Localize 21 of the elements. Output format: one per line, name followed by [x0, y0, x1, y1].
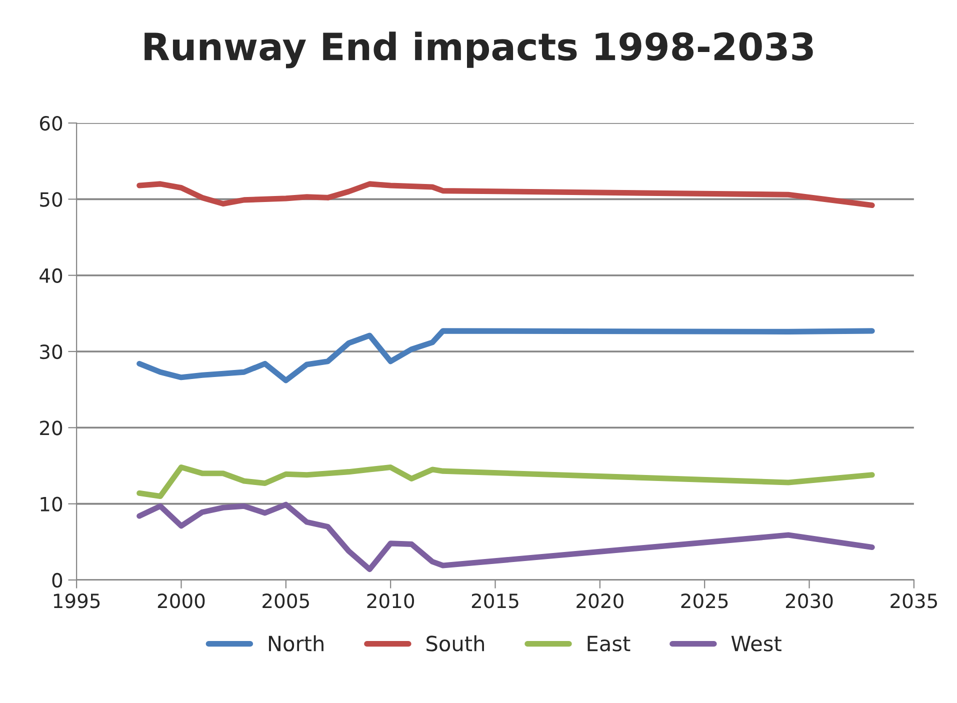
y-tick-label: 40 [40, 268, 62, 284]
y-tick-label: 50 [40, 192, 62, 207]
legend-label: North [268, 635, 324, 652]
legend-label: South [426, 635, 484, 652]
y-tick-label: 0 [52, 572, 62, 588]
x-tick-label: 2010 [367, 594, 414, 608]
legend-label: East [588, 636, 630, 652]
x-tick-label: 2000 [158, 594, 205, 608]
legend-label: West [731, 636, 782, 652]
x-tick-label: 1995 [54, 594, 100, 608]
x-tick-label: 2005 [262, 594, 309, 608]
x-tick-label: 2030 [786, 594, 833, 608]
chart-title: Runway End impacts 1998-2033 [144, 32, 813, 68]
x-tick-label: 2015 [472, 594, 518, 608]
y-tick-label: 60 [40, 116, 62, 131]
x-tick-label: 2020 [576, 594, 624, 608]
y-tick-label: 20 [40, 420, 62, 436]
x-tick-label: 2025 [681, 594, 728, 608]
y-tick-label: 10 [40, 496, 62, 512]
y-tick-label: 30 [40, 344, 62, 360]
x-tick-label: 2035 [890, 594, 937, 608]
